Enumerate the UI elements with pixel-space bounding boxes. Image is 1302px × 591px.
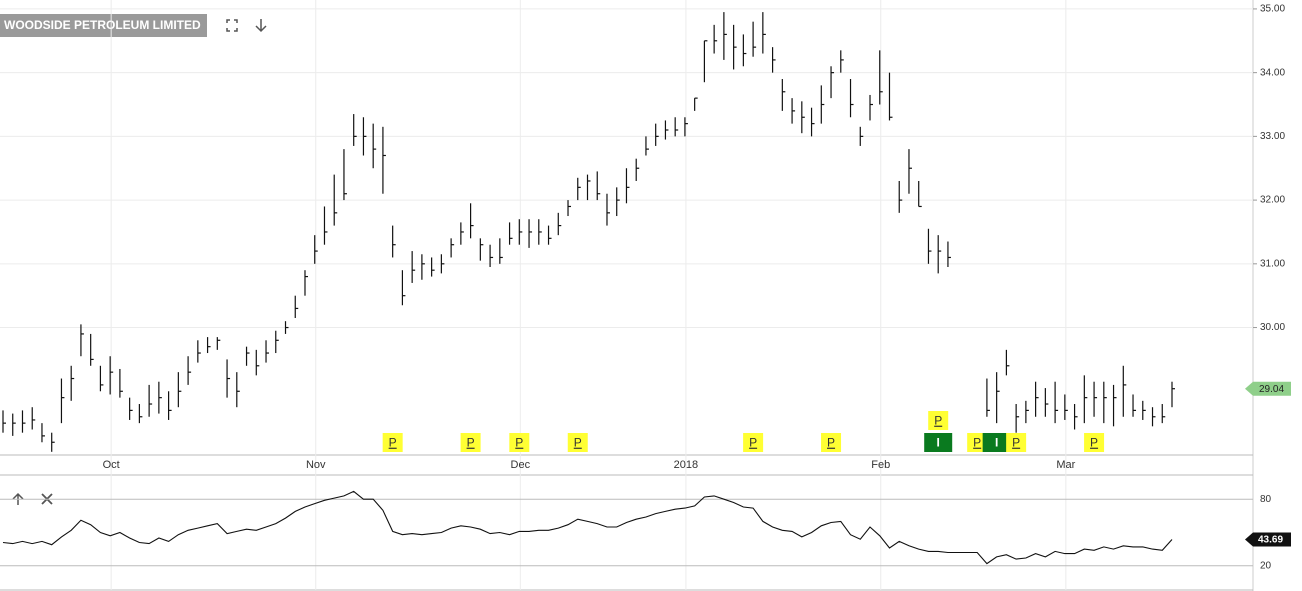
last-price-tag	[1245, 381, 1291, 396]
y-tick-label: 34.00	[1260, 67, 1285, 78]
event-label: P	[1090, 436, 1098, 450]
event-marker[interactable]	[743, 433, 764, 452]
event-label: P	[973, 436, 981, 450]
x-tick-label: Dec	[511, 459, 531, 471]
y-tick-label: 31.00	[1260, 258, 1285, 269]
x-tick-label: Mar	[1056, 459, 1075, 471]
event-marker[interactable]	[821, 433, 842, 452]
indicator-tag	[1245, 532, 1291, 547]
event-marker[interactable]	[1006, 433, 1027, 452]
event-label: P	[574, 436, 582, 450]
fullscreen-icon[interactable]	[226, 19, 238, 32]
event-marker[interactable]	[382, 433, 403, 452]
event-marker[interactable]	[460, 433, 481, 452]
y-tick-label: 80	[1260, 494, 1272, 505]
event-label: P	[827, 436, 835, 450]
y-tick-label: 32.00	[1260, 195, 1285, 206]
event-marker[interactable]	[924, 433, 953, 452]
event-marker[interactable]	[928, 411, 949, 430]
event-marker[interactable]	[1084, 433, 1105, 452]
event-label: P	[1012, 436, 1020, 450]
indicator-line	[2, 490, 1173, 565]
event-label: P	[389, 436, 397, 450]
x-tick-label: Oct	[103, 459, 120, 471]
indicator-label: 43.69	[1258, 535, 1283, 546]
y-tick-label: 30.00	[1260, 322, 1285, 333]
last-price-label: 29.04	[1259, 384, 1284, 395]
x-tick-label: Feb	[871, 459, 890, 471]
event-label: P	[467, 436, 475, 450]
event-marker[interactable]	[982, 433, 1011, 452]
event-marker[interactable]	[567, 433, 588, 452]
y-tick-label: 33.00	[1260, 131, 1285, 142]
event-label: P	[749, 436, 757, 450]
x-tick-label: 2018	[674, 459, 698, 471]
x-tick-label: Nov	[306, 459, 326, 471]
event-label: P	[934, 414, 942, 428]
event-label: I	[937, 436, 940, 450]
event-label: I	[995, 436, 998, 450]
title-box	[0, 14, 207, 37]
event-marker[interactable]	[509, 433, 530, 452]
chart-title: WOODSIDE PETROLEUM LIMITED	[4, 18, 201, 32]
y-tick-label: 20	[1260, 560, 1272, 571]
event-marker[interactable]	[967, 433, 988, 452]
y-tick-label: 35.00	[1260, 4, 1285, 15]
event-label: P	[515, 436, 523, 450]
download-icon[interactable]	[255, 19, 267, 33]
